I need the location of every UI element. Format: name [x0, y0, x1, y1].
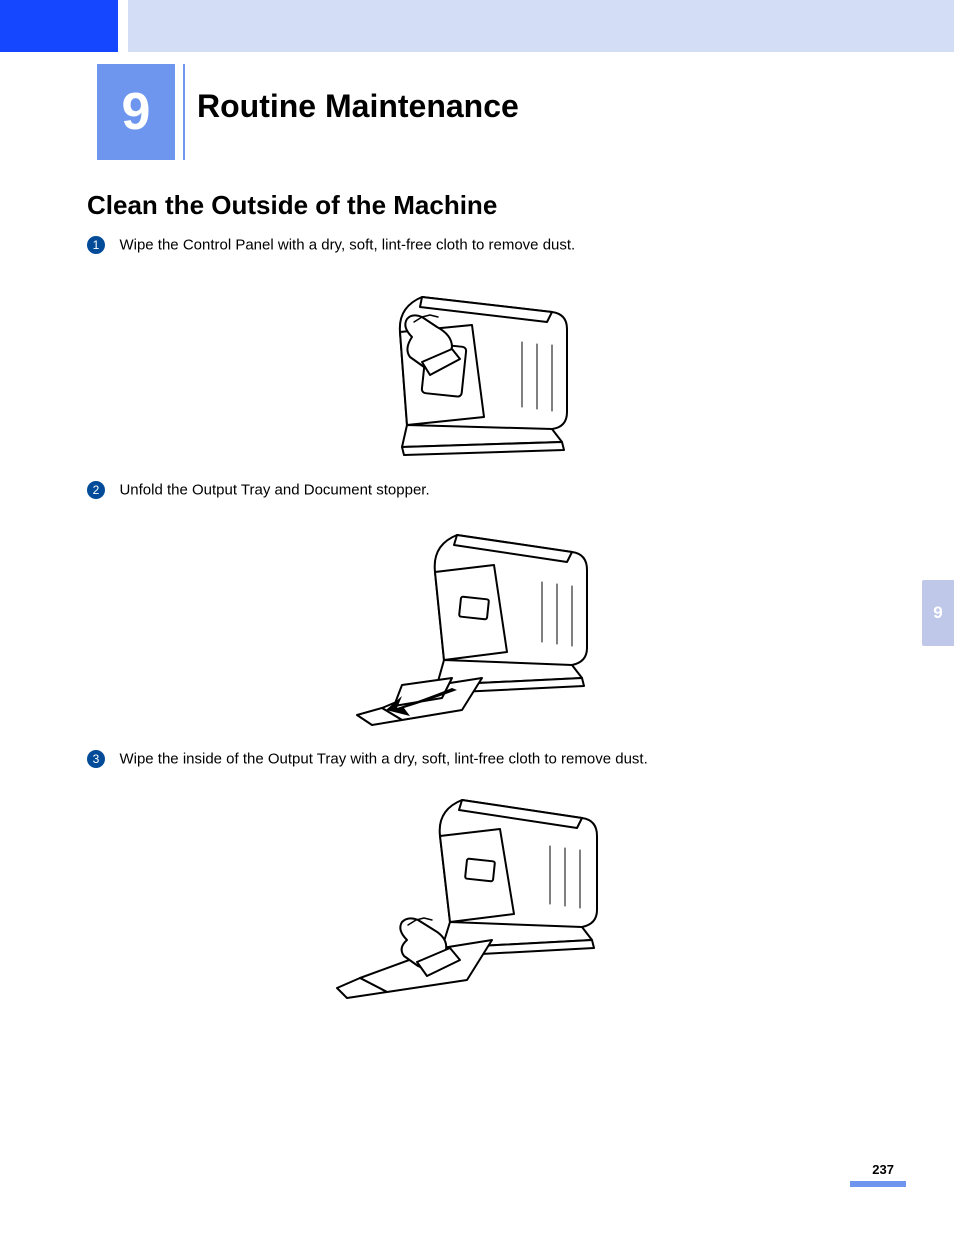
step-text-2: Unfold the Output Tray and Document stop… — [119, 482, 429, 499]
step-2: 2 Unfold the Output Tray and Document st… — [87, 481, 857, 499]
step-marker-1: 1 — [87, 236, 105, 254]
step-text-3: Wipe the inside of the Output Tray with … — [119, 751, 647, 768]
top-band — [0, 0, 954, 52]
figure-step-3 — [332, 780, 622, 1005]
section-title: Clean the Outside of the Machine — [87, 190, 497, 221]
step-3: 3 Wipe the inside of the Output Tray wit… — [87, 750, 857, 768]
figure-step-1 — [352, 267, 602, 467]
chapter-divider — [183, 64, 185, 160]
side-chapter-tab: 9 — [922, 580, 954, 646]
top-right-accent — [128, 0, 954, 52]
chapter-title: Routine Maintenance — [197, 88, 519, 125]
step-marker-2: 2 — [87, 481, 105, 499]
page-number: 237 — [872, 1162, 894, 1177]
figure-step-2 — [342, 510, 612, 735]
top-left-accent — [0, 0, 118, 52]
step-marker-3: 3 — [87, 750, 105, 768]
page-number-bar — [850, 1181, 906, 1187]
step-1: 1 Wipe the Control Panel with a dry, sof… — [87, 236, 857, 254]
chapter-number-badge: 9 — [97, 64, 175, 160]
chapter-header: 9 Routine Maintenance — [97, 64, 857, 160]
step-text-1: Wipe the Control Panel with a dry, soft,… — [119, 237, 575, 254]
